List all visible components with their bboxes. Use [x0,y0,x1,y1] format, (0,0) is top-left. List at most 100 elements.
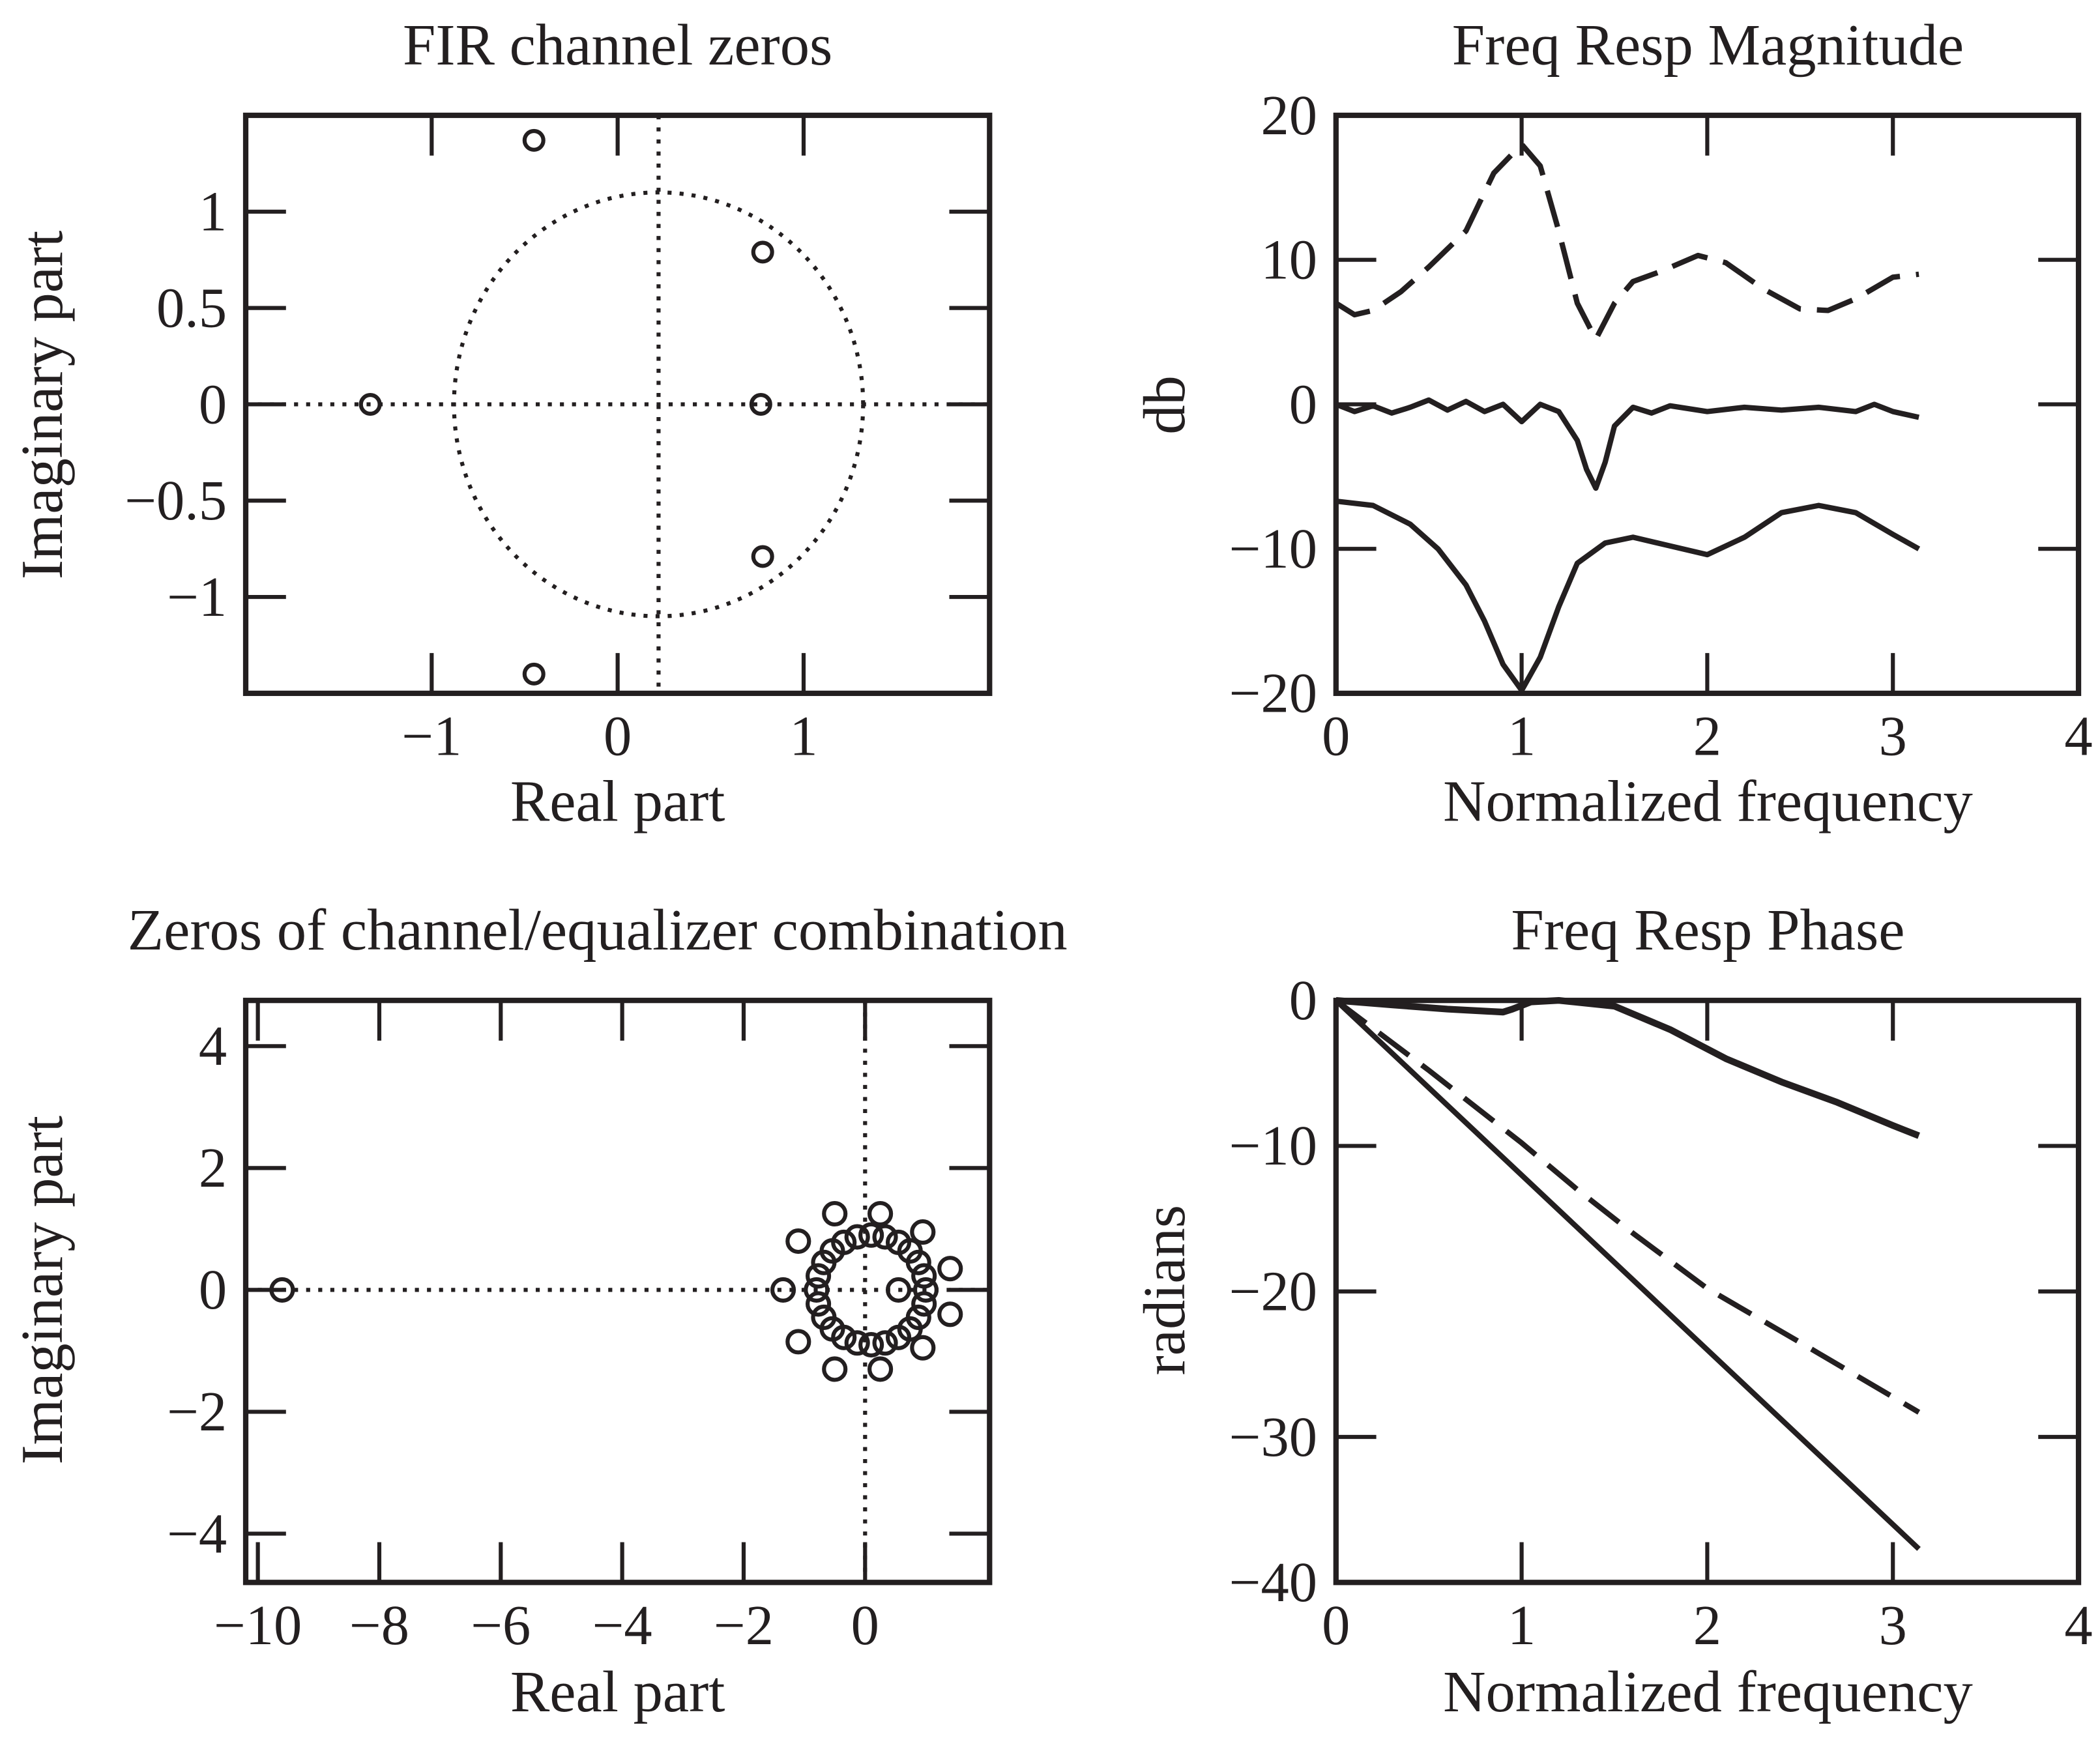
y-tick-label: −0.5 [124,469,227,532]
combined-zeros-plot: Zeros of channel/equalizer combination R… [9,897,1068,1724]
series-line-1 [1335,397,1919,491]
zero-marker [805,1263,832,1289]
zero-marker [872,1330,898,1356]
x-axis-label: Real part [510,768,725,833]
zero-marker [885,1277,912,1303]
x-tick-label: 1 [1508,705,1536,768]
zero-marker [910,1219,936,1245]
zero-marker [522,662,546,686]
zero-marker [770,1277,796,1303]
plot-title: Freq Resp Magnitude [1452,12,1964,78]
y-tick-label: 0 [199,1258,227,1321]
zero-marker [905,1304,931,1331]
y-tick-label: 1 [199,181,227,243]
zero-marker [868,1356,894,1382]
x-tick-label: −6 [471,1594,531,1657]
y-tick-label: 0 [1289,373,1317,435]
x-tick-label: 1 [1508,1594,1536,1657]
zero-marker [751,240,774,264]
series-line-1 [1334,998,1921,1415]
x-axis-label: Normalized frequency [1443,768,1973,833]
zero-marker [844,1224,870,1250]
zero-marker [868,1200,894,1227]
zero-marker [858,1332,884,1358]
zero-marker [911,1263,937,1289]
zero-marker [811,1249,837,1275]
y-tick-label: 20 [1261,84,1317,147]
y-axis-label: db [1131,375,1197,435]
y-tick-label: −30 [1229,1406,1317,1468]
y-tick-label: −10 [1229,517,1317,580]
phase-plot: Freq Resp Phase Normalized frequency rad… [1131,897,2093,1724]
y-tick-label: 2 [199,1137,227,1199]
y-tick-label: −20 [1229,662,1317,725]
y-tick-label: −1 [167,566,227,628]
plot-frame [1333,112,2082,697]
zero-marker [785,1228,811,1254]
zero-marker [885,1229,912,1255]
x-tick-label: 0 [604,705,632,768]
zero-marker [804,1277,830,1303]
plot-title: FIR channel zeros [403,12,832,78]
zero-marker [912,1277,939,1303]
zero-marker [844,1330,870,1356]
zero-marker [751,545,774,568]
zero-marker [831,1324,857,1350]
series-line-2 [1335,498,1921,693]
y-tick-label: −4 [167,1502,227,1565]
x-tick-label: −1 [401,705,461,768]
plot-frame [242,112,993,697]
plot-frame [242,998,993,1586]
y-axis-label: Imaginary part [9,231,75,579]
magnitude-plot: Freq Resp Magnitude Normalized frequency… [1131,12,2093,834]
y-axis-label: Imaginary part [9,1116,75,1464]
x-tick-label: 3 [1879,1594,1907,1657]
y-tick-label: 0.5 [156,276,227,339]
zero-marker [785,1329,811,1355]
zero-marker [911,1291,937,1317]
y-tick-label: 0 [1289,969,1317,1032]
x-tick-label: 4 [2064,705,2092,768]
zero-marker [822,1356,848,1382]
plot-frame [1333,998,2082,1586]
plot-title: Zeros of channel/equalizer combination [128,897,1068,963]
x-tick-label: 0 [1322,1594,1350,1657]
zero-marker [822,1200,848,1227]
zero-marker [805,1291,832,1317]
x-axis-label: Real part [510,1658,725,1724]
x-tick-label: −4 [592,1594,652,1657]
plot-title: Freq Resp Phase [1511,897,1904,963]
zero-marker [269,1277,295,1303]
series-line-2 [1334,998,1921,1551]
zero-marker [872,1224,898,1250]
x-tick-label: 2 [1693,1594,1721,1657]
y-tick-label: 4 [199,1015,227,1077]
series-line-0 [1335,997,1920,1139]
x-tick-label: −2 [714,1594,774,1657]
zero-marker [937,1301,963,1327]
fir-zeros-plot: FIR channel zeros Real part Imaginary pa… [9,12,993,833]
x-tick-label: 0 [851,1594,879,1657]
x-tick-label: 3 [1879,705,1907,768]
x-tick-label: 1 [789,705,817,768]
y-tick-label: −20 [1229,1260,1317,1323]
unit-circle [452,190,866,618]
y-tick-label: −2 [167,1380,227,1443]
x-tick-label: −8 [349,1594,409,1657]
x-tick-label: 2 [1693,705,1721,768]
x-tick-label: 4 [2064,1594,2092,1657]
x-axis-label: Normalized frequency [1443,1658,1973,1724]
zero-marker [937,1256,963,1282]
zero-marker [358,392,382,416]
y-tick-label: −10 [1229,1114,1317,1177]
x-tick-label: 0 [1322,705,1350,768]
zero-marker [858,1222,884,1248]
y-axis-label: radians [1131,1205,1197,1375]
zero-marker [749,392,772,416]
series-line-0 [1334,141,1919,342]
zero-marker [522,128,546,152]
zero-marker [910,1335,936,1361]
y-tick-label: 10 [1261,229,1317,291]
y-tick-label: −40 [1229,1551,1317,1614]
